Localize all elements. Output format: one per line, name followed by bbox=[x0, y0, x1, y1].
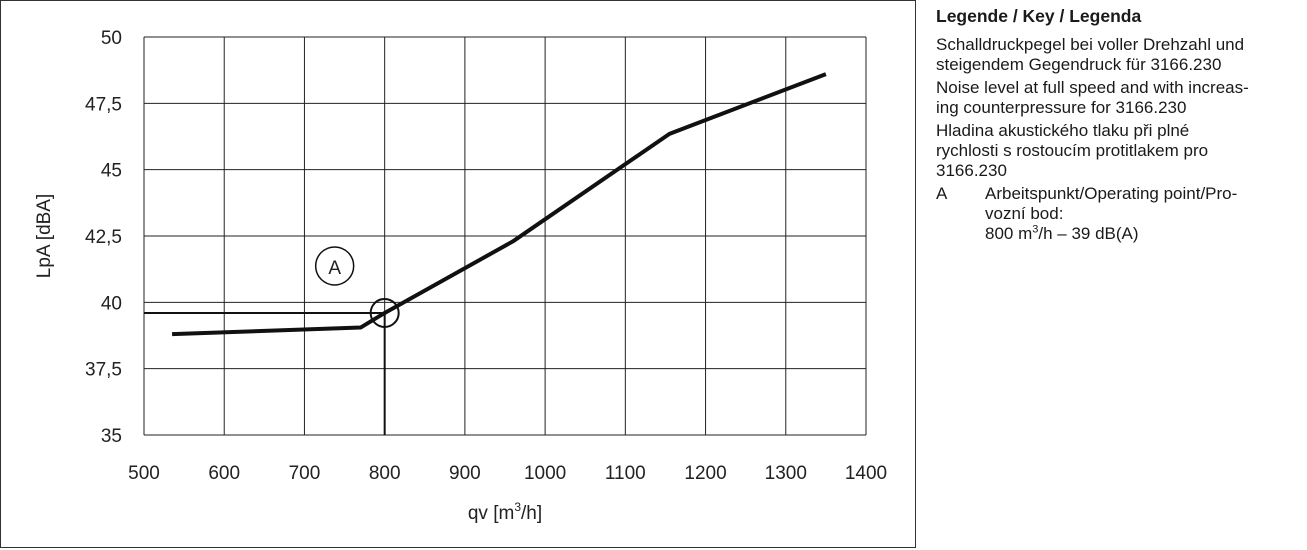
x-tick-label: 600 bbox=[208, 463, 240, 484]
y-axis-label: LpA [dBA] bbox=[34, 194, 55, 279]
x-tick-label: 500 bbox=[128, 463, 160, 484]
y-tick-label: 37,5 bbox=[85, 360, 122, 381]
y-tick-label: 47,5 bbox=[85, 94, 122, 115]
x-tick-label: 800 bbox=[369, 463, 401, 484]
y-tick-label: 45 bbox=[101, 161, 122, 182]
x-axis-label: qv [m3/h] bbox=[468, 500, 542, 524]
operating-point-label-circle bbox=[314, 246, 355, 286]
legend-point-value: 800 m3/h – 39 dB(A) bbox=[985, 224, 1139, 243]
legend-point-text: Arbeitspunkt/Operating point/Pro- vozní … bbox=[985, 184, 1238, 223]
chart-frame bbox=[0, 0, 916, 548]
legend-panel: Legende / Key / Legenda Schalldruckpegel… bbox=[936, 6, 1302, 244]
point-value-pre: 800 m bbox=[985, 224, 1033, 243]
noise-level-line bbox=[172, 72, 827, 337]
x-tick-label: 1400 bbox=[845, 463, 887, 484]
operating-point-label: A bbox=[328, 258, 341, 279]
y-tick-label: 50 bbox=[101, 28, 122, 49]
point-value-post: /h – 39 dB(A) bbox=[1038, 224, 1139, 243]
x-tick-label: 1200 bbox=[684, 463, 726, 484]
point-value-sup: 3 bbox=[1032, 223, 1039, 236]
y-tick-label: 40 bbox=[101, 293, 122, 314]
legend-text-german: Schalldruckpegel bei voller Drehzahl und… bbox=[936, 35, 1245, 74]
legend-point-key: A bbox=[936, 184, 948, 203]
x-tick-label: 900 bbox=[449, 463, 481, 484]
y-tick-label: 35 bbox=[101, 426, 122, 447]
operating-point-circle bbox=[369, 297, 400, 328]
legend-title: Legende / Key / Legenda bbox=[936, 6, 1142, 26]
legend-text-english: Noise level at full speed and with incre… bbox=[936, 78, 1249, 117]
legend-point-body: Arbeitspunkt/Operating point/Pro- vozní … bbox=[985, 184, 1237, 244]
legend-operating-point: A Arbeitspunkt/Operating point/Pro- vozn… bbox=[936, 184, 1302, 244]
x-tick-label: 1300 bbox=[765, 463, 807, 484]
x-tick-label: 1000 bbox=[524, 463, 566, 484]
x-tick-label: 1100 bbox=[605, 463, 646, 484]
legend-text-czech: Hladina akustického tlaku při plné rychl… bbox=[936, 121, 1209, 180]
x-tick-label: 700 bbox=[289, 463, 321, 484]
noise-level-chart: 500 600 700 800 900 1000 1100 1200 1300 1400 35 37,… bbox=[34, 28, 887, 524]
y-tick-label: 42,5 bbox=[85, 227, 122, 248]
